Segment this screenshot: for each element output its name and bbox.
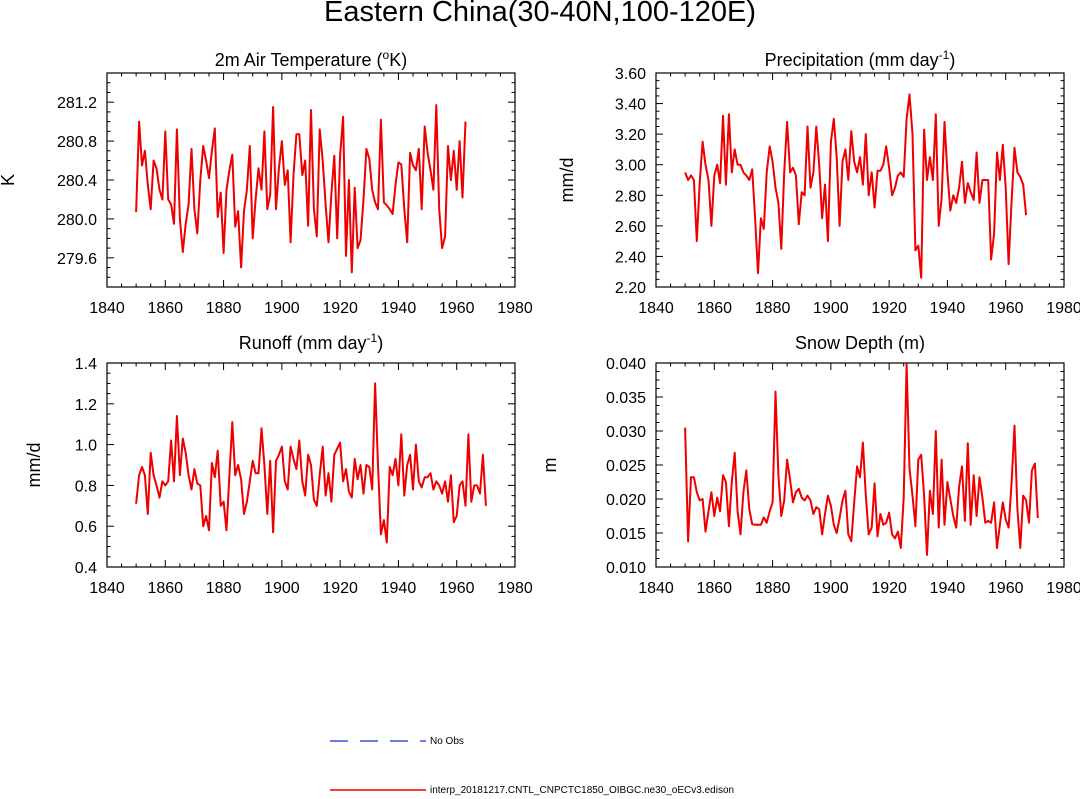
x-tick-label: 1980 [1046,580,1080,597]
y-tick-label: 0.4 [75,560,97,577]
y-axis-label: mm/d [557,158,577,203]
x-tick-label: 1840 [638,580,674,597]
x-tick-label: 1980 [497,300,533,317]
y-tick-label: 0.6 [75,519,97,536]
x-tick-label: 1940 [381,580,417,597]
y-tick-label: 3.00 [615,158,646,175]
x-tick-label: 1880 [206,580,242,597]
x-tick-label: 1960 [988,580,1024,597]
x-tick-label: 1960 [439,580,475,597]
x-tick-label: 1960 [439,300,475,317]
x-tick-label: 1860 [696,300,732,317]
y-tick-label: 280.4 [57,173,97,190]
y-tick-label: 0.035 [606,390,646,407]
legend-label-model: interp_20181217.CNTL_CNPCTC1850_OIBGC.ne… [430,785,735,796]
x-tick-label: 1880 [755,300,791,317]
panel-4: Snow Depth (m) m 1840 1860 1880 1900 1920 1940 1… [540,333,1080,597]
y-axis-label: m [540,458,560,473]
series-line [135,104,467,274]
y-tick-label: 3.20 [615,127,646,144]
x-tick-label: 1920 [322,580,358,597]
y-tick-label: 0.030 [606,424,646,441]
series-line [135,382,487,544]
x-tick-label: 1880 [755,580,791,597]
x-tick-label: 1860 [696,580,732,597]
y-tick-label: 279.6 [57,251,97,268]
panel-2: Precipitation (mm day-1) mm/d 1840 1860 1880… [557,48,1080,317]
plot-frame [655,72,1065,288]
y-tick-label: 2.40 [615,249,646,266]
plot-frame [655,362,1065,568]
x-tick-label: 1920 [871,580,907,597]
y-tick-label: 280.8 [57,134,97,151]
y-tick-label: 3.60 [615,66,646,83]
x-tick-label: 1840 [89,580,125,597]
legend-item-no-obs: No Obs [330,736,464,747]
x-tick-label: 1980 [497,580,533,597]
x-tick-label: 1940 [930,580,966,597]
y-tick-label: 2.60 [615,219,646,236]
y-tick-label: 1.2 [75,397,97,414]
y-tick-label: 0.040 [606,356,646,373]
y-tick-label: 1.0 [75,438,97,455]
y-axis-label: mm/d [24,443,44,488]
x-tick-label: 1860 [147,300,183,317]
y-tick-label: 1.4 [75,356,97,373]
panel-3: Runoff (mm day-1) mm/d 1840 1860 1880 1900 192… [24,331,533,597]
x-tick-label: 1900 [813,580,849,597]
legend-solid-swatch [330,789,426,792]
x-tick-label: 1900 [264,300,300,317]
panel-title: Runoff (mm day-1) [239,331,383,353]
x-tick-label: 1920 [322,300,358,317]
legend-label-no-obs: No Obs [430,736,464,747]
panel-title: Precipitation (mm day-1) [765,48,956,70]
x-tick-label: 1900 [813,300,849,317]
legend-dashed-swatch [330,740,426,743]
x-tick-label: 1840 [638,300,674,317]
y-tick-label: 3.40 [615,97,646,114]
figure-title: Eastern China(30-40N,100-120E) [323,0,757,28]
y-tick-label: 2.80 [615,188,646,205]
legend-item-model: interp_20181217.CNTL_CNPCTC1850_OIBGC.ne… [330,785,734,796]
panel-title: Snow Depth (m) [795,333,925,353]
series-line [684,93,1028,279]
y-tick-label: 280.0 [57,212,97,229]
y-tick-label: 2.20 [615,280,646,297]
x-tick-label: 1840 [89,300,125,317]
x-tick-label: 1880 [206,300,242,317]
series-line [684,363,1039,556]
panel-title: 2m Air Temperature (oK) [215,48,407,70]
x-tick-label: 1940 [381,300,417,317]
x-tick-label: 1900 [264,580,300,597]
panel-1: 2m Air Temperature (oK) K 1840 1860 1880 1900… [0,48,533,317]
y-axis-label: K [0,174,18,186]
y-tick-label: 0.025 [606,458,646,475]
y-tick-label: 0.020 [606,492,646,509]
y-tick-label: 281.2 [57,95,97,112]
y-tick-label: 0.015 [606,526,646,543]
x-tick-label: 1920 [871,300,907,317]
x-tick-label: 1960 [988,300,1024,317]
y-tick-label: 0.8 [75,478,97,495]
y-tick-label: 0.010 [606,560,646,577]
x-tick-label: 1980 [1046,300,1080,317]
x-tick-label: 1860 [147,580,183,597]
x-tick-label: 1940 [930,300,966,317]
